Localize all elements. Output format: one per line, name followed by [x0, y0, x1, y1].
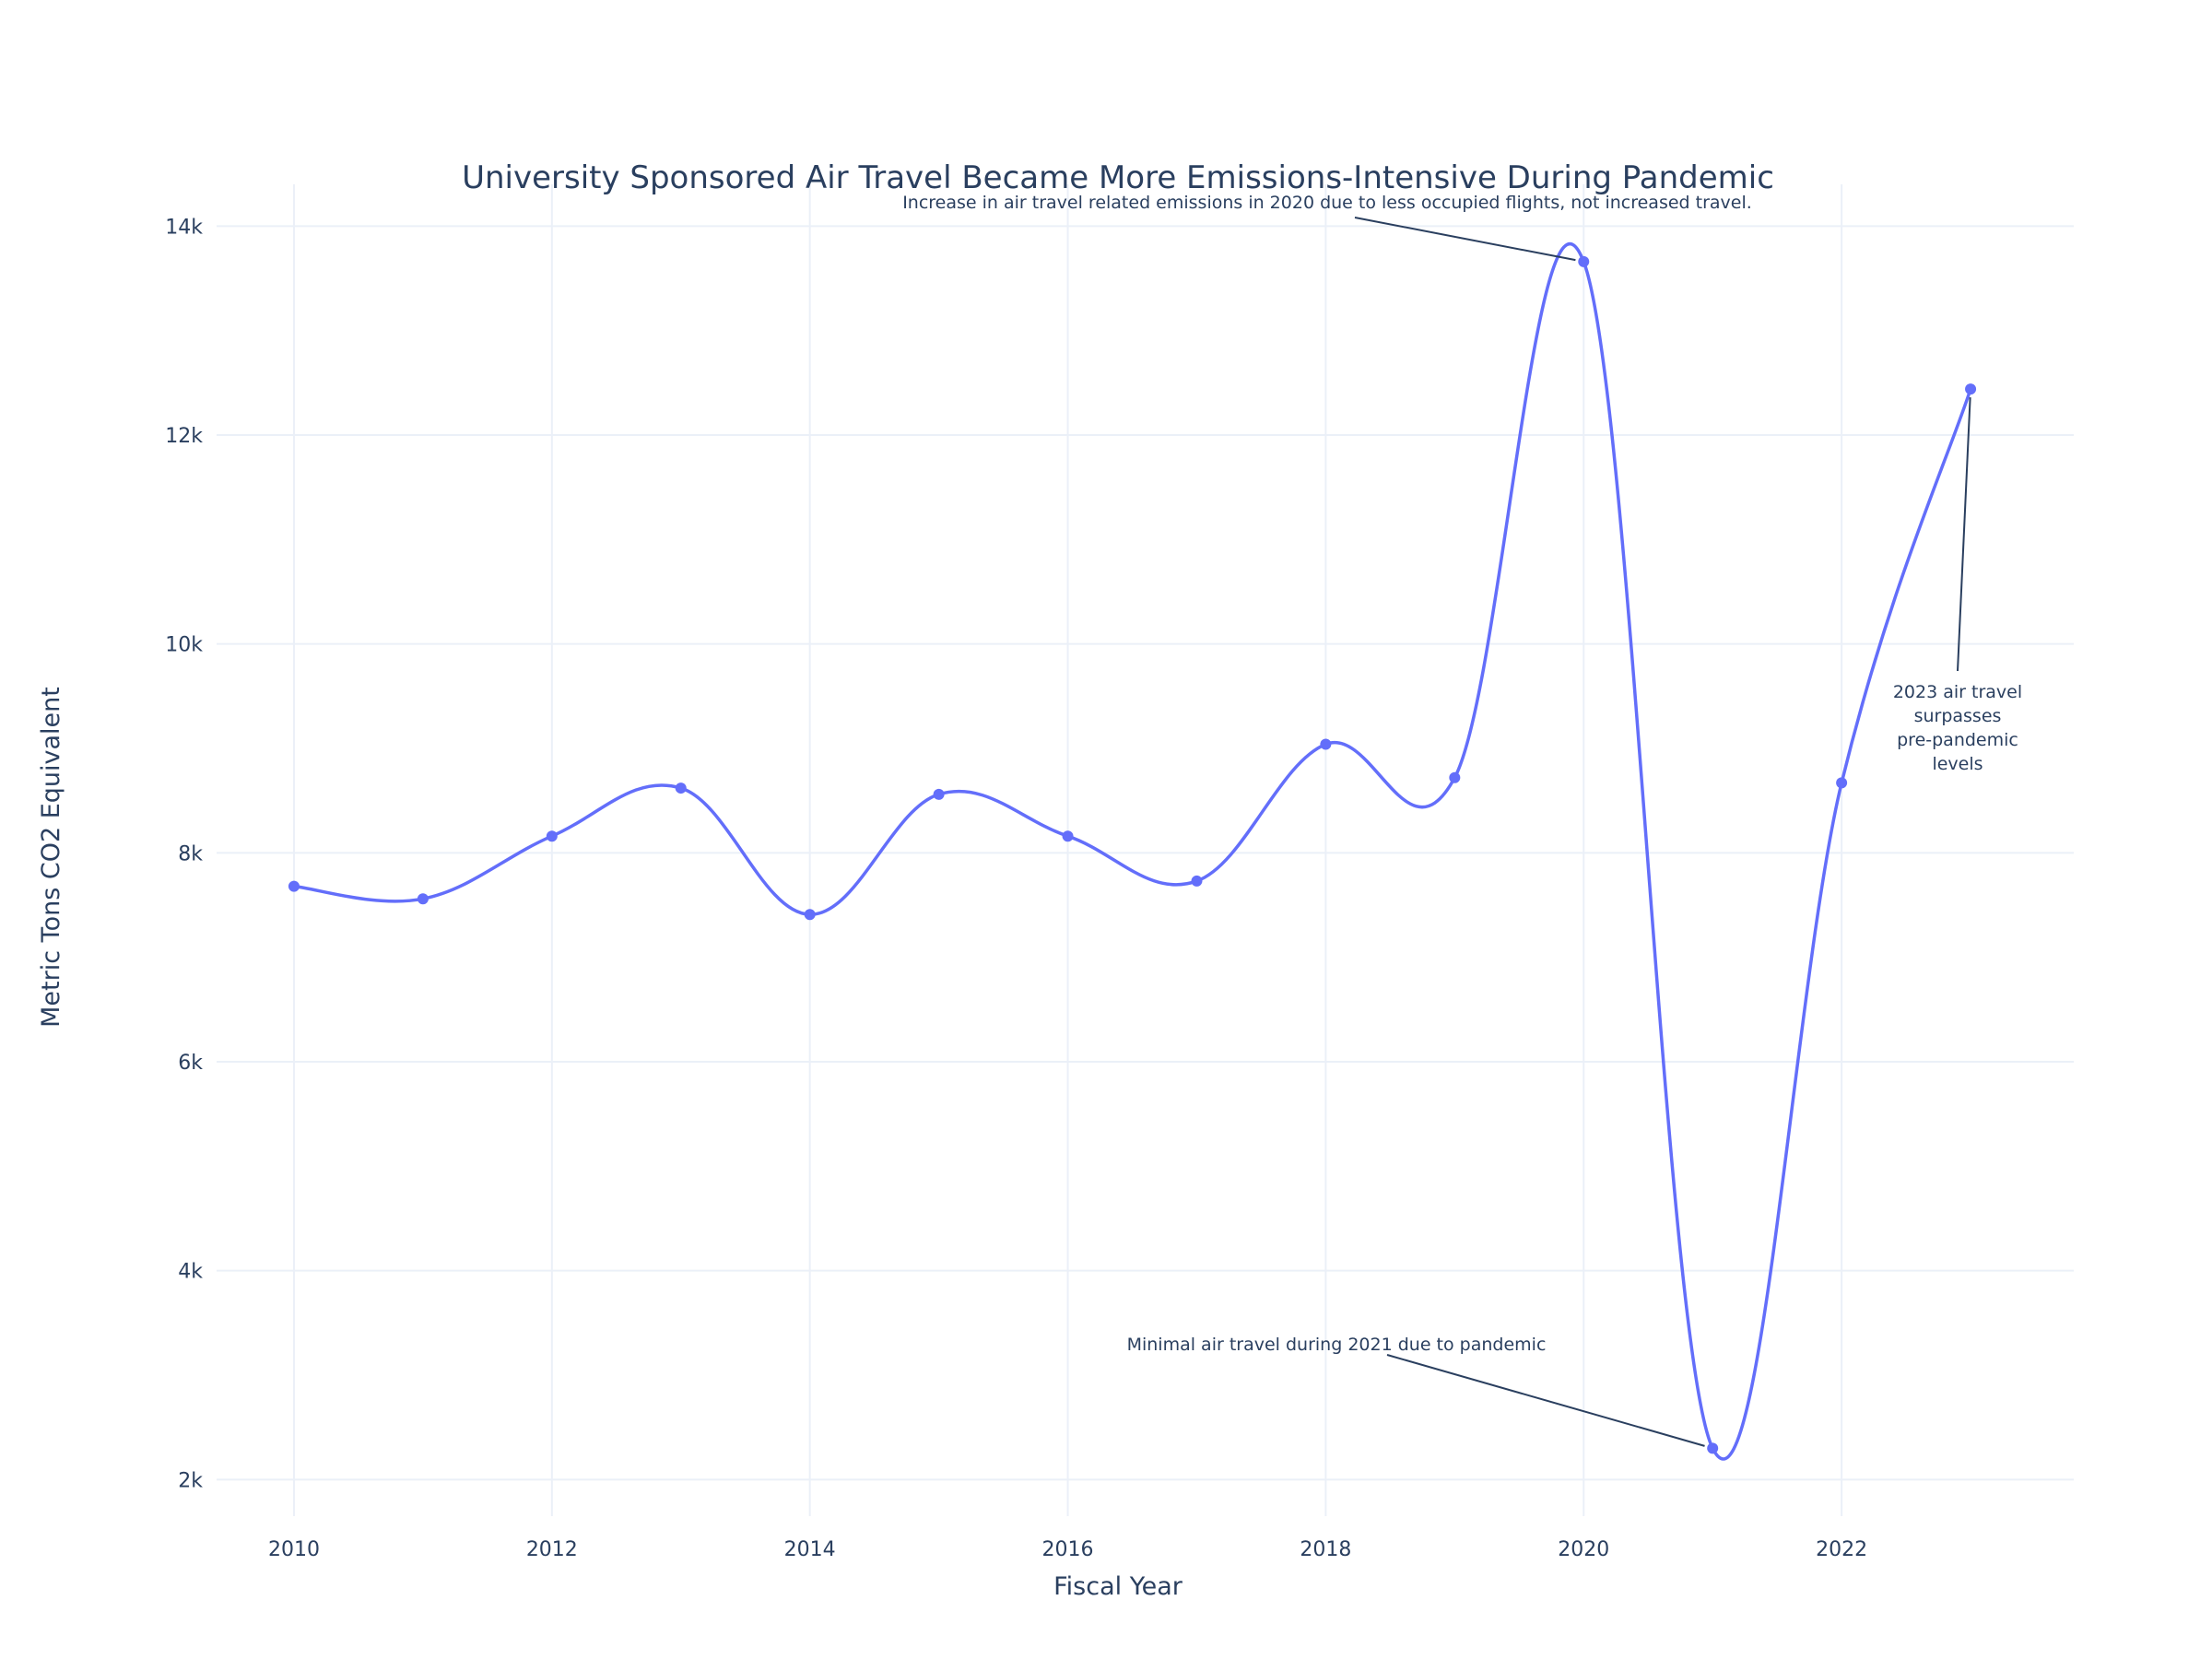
annotation-text: Minimal air travel during 2021 due to pa…: [1127, 1335, 1547, 1355]
annotation-2021-dip: Minimal air travel during 2021 due to pa…: [1127, 1335, 1705, 1447]
data-point[interactable]: [546, 830, 558, 842]
data-point[interactable]: [1578, 255, 1590, 267]
data-point[interactable]: [804, 909, 816, 921]
annotation-arrow: [1957, 397, 1971, 672]
x-tick-label: 2012: [526, 1538, 578, 1561]
y-tick-label: 14k: [165, 216, 203, 239]
y-tick-label: 12k: [165, 425, 203, 448]
annotation-2020-peak: Increase in air travel related emissions…: [902, 193, 1752, 262]
series-layer: [288, 241, 1977, 1461]
x-tick-label: 2010: [268, 1538, 320, 1561]
x-tick-label: 2022: [1816, 1538, 1867, 1561]
y-tick-label: 8k: [178, 842, 203, 865]
data-point[interactable]: [933, 788, 945, 800]
y-tick-labels: 2k 4k 6k 8k 10k 12k 14k: [165, 216, 203, 1492]
chart-title: University Sponsored Air Travel Became M…: [462, 159, 1774, 196]
data-point[interactable]: [1191, 875, 1203, 887]
y-tick-label: 10k: [165, 634, 203, 657]
data-point[interactable]: [1062, 830, 1074, 842]
series-line: [293, 241, 1972, 1461]
annotation-text: 2023 air travel surpasses pre-pandemic leve…: [1893, 682, 2022, 774]
annotation-arrow: [1354, 217, 1576, 262]
x-tick-labels: 2010 2012 2014 2016 2018 2020 2022: [268, 1538, 1867, 1561]
data-point[interactable]: [417, 893, 429, 905]
data-point[interactable]: [1449, 771, 1461, 783]
y-tick-label: 4k: [178, 1261, 203, 1284]
y-tick-label: 2k: [178, 1469, 203, 1492]
x-tick-label: 2018: [1300, 1538, 1351, 1561]
x-tick-label: 2020: [1558, 1538, 1609, 1561]
data-point[interactable]: [288, 880, 300, 892]
data-point[interactable]: [1707, 1442, 1719, 1454]
annotation-2023-surpass: 2023 air travel surpasses pre-pandemic leve…: [1893, 397, 2022, 774]
x-axis-title: Fiscal Year: [1053, 1572, 1183, 1601]
annotation-arrow: [1386, 1354, 1705, 1447]
x-gridlines: [292, 184, 1843, 1516]
data-point[interactable]: [1836, 777, 1848, 789]
x-tick-label: 2014: [784, 1538, 836, 1561]
y-tick-label: 6k: [178, 1052, 203, 1075]
data-point[interactable]: [1965, 383, 1977, 395]
data-point[interactable]: [1320, 738, 1332, 750]
annotation-text: Increase in air travel related emissions…: [902, 193, 1752, 213]
y-axis-title: Metric Tons CO2 Equivalent: [37, 687, 65, 1028]
y-gridlines: [217, 225, 2074, 1481]
x-tick-label: 2016: [1042, 1538, 1094, 1561]
data-point[interactable]: [675, 782, 687, 794]
